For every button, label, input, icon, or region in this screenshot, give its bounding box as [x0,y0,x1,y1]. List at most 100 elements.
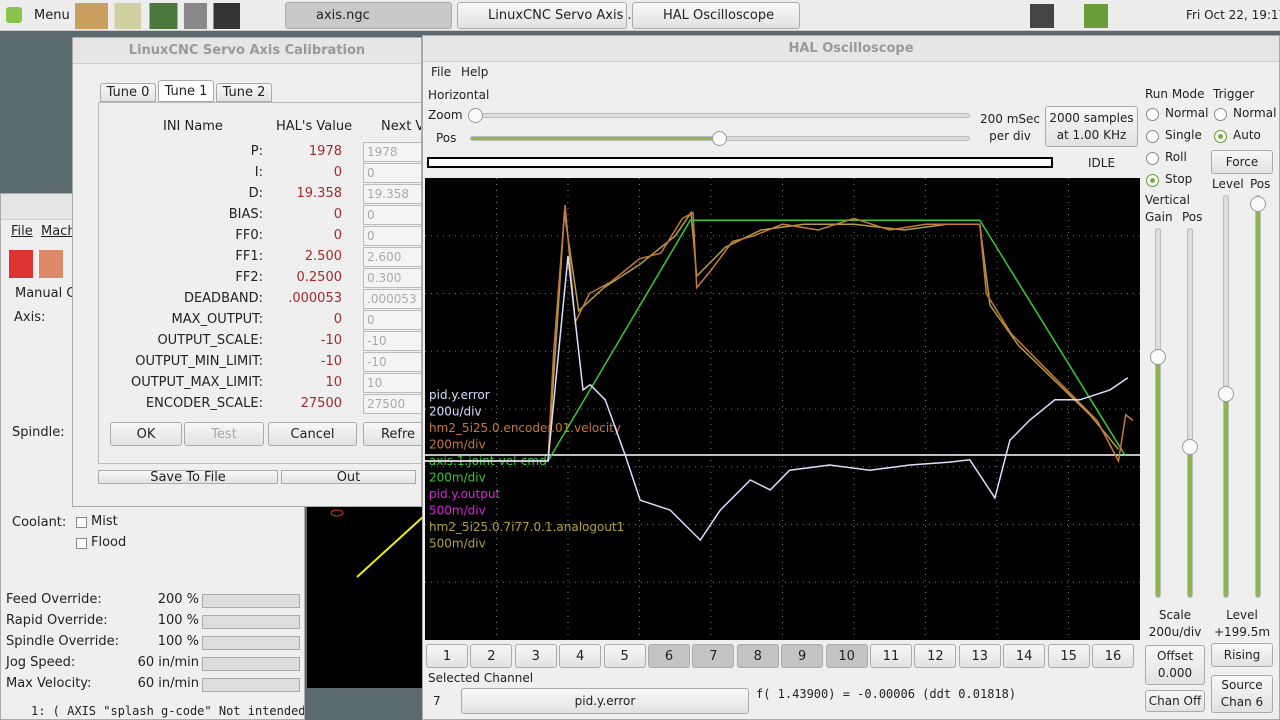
chan-off-button[interactable]: Chan Off [1145,690,1205,712]
v-knob[interactable] [1250,196,1266,212]
run-mode-option[interactable]: Stop [1165,172,1193,186]
override-slider[interactable] [202,657,300,671]
dialog-button[interactable]: Cancel [268,422,357,446]
next-value[interactable]: -10 [363,352,421,372]
channel-button[interactable]: 3 [514,644,557,668]
menu-item[interactable]: File [11,224,33,239]
selected-name[interactable]: pid.y.error [461,688,749,714]
next-value[interactable]: 0 [363,226,421,246]
tab[interactable]: Tune 1 [158,80,214,102]
channel-button[interactable]: 7 [692,644,735,668]
radio[interactable] [1214,130,1227,143]
tab[interactable]: Tune 2 [216,83,272,102]
next-value[interactable]: 2.600 [363,247,421,267]
channel-button[interactable]: 6 [648,644,690,668]
v-knob[interactable] [1182,439,1198,455]
hal-value: 27500 [300,396,342,411]
task-button[interactable]: axis.ngc [285,2,452,29]
next-value[interactable]: 0 [363,163,421,183]
tab[interactable]: Tune 0 [100,83,156,102]
channel-button[interactable]: 13 [958,644,1001,668]
pos-label: Pos [436,131,457,145]
next-value[interactable]: 1978 [363,142,421,162]
zoom-slider[interactable] [470,113,970,118]
override-slider[interactable] [202,615,300,629]
channel-button[interactable]: 8 [736,644,779,668]
next-value[interactable]: 19.358 [363,184,421,204]
run-mode-option[interactable]: Normal [1165,106,1209,120]
next-value[interactable]: 0 [363,310,421,330]
override-slider[interactable] [202,636,300,650]
footer-button[interactable]: Out [281,470,416,485]
coolant-option[interactable]: Mist [91,514,118,529]
task-button[interactable]: LinuxCNC Servo Axis ... [457,2,640,29]
edge-button[interactable]: Rising [1211,643,1273,667]
override-label: Max Velocity: [6,676,92,691]
channel-button[interactable]: 9 [781,644,824,668]
source-button[interactable]: Source Chan 6 [1211,675,1273,713]
radio[interactable] [1214,108,1227,121]
override-slider[interactable] [202,678,300,692]
radio[interactable] [1146,130,1159,143]
samples-button[interactable]: 2000 samples at 1.00 KHz [1045,106,1138,147]
channel-button[interactable]: 12 [914,644,957,668]
menu-button[interactable]: Menu [34,8,70,23]
next-value[interactable]: 27500 [363,394,421,414]
launcher-icons [75,3,240,29]
pos-knob[interactable] [712,131,727,146]
v-knob[interactable] [1150,349,1166,365]
channel-button[interactable]: 10 [825,644,868,668]
param-name: P: [250,144,263,159]
record-bar [427,157,1053,168]
next-value[interactable]: .000053 [363,289,421,309]
trigger-pos-label: Pos [1250,177,1271,191]
radio[interactable] [1146,152,1159,165]
trigger-option[interactable]: Normal [1233,106,1277,120]
menu-item[interactable]: Help [461,65,489,79]
checkbox[interactable] [76,538,87,549]
trigger-option[interactable]: Auto [1233,128,1261,142]
radio[interactable] [1146,108,1159,121]
next-value[interactable]: 10 [363,373,421,393]
radio[interactable] [1146,174,1159,187]
coolant-label: Coolant: [12,515,67,530]
channel-scale: 200u/div [429,405,482,419]
dialog-button[interactable]: Refre [363,422,421,446]
v-slider[interactable] [1187,228,1193,598]
channel-button[interactable]: 16 [1092,644,1134,668]
channel-button[interactable]: 14 [1003,644,1046,668]
next-value[interactable]: 0 [363,205,421,225]
channel-button[interactable]: 4 [559,644,602,668]
offset-button[interactable]: Offset 0.000 [1145,645,1205,685]
menu-item[interactable]: File [431,65,452,79]
trigger-label: Trigger [1213,87,1255,101]
run-mode-option[interactable]: Roll [1165,150,1187,164]
channel-button[interactable]: 2 [470,644,513,668]
v-knob[interactable] [1218,386,1234,402]
channel-button[interactable]: 1 [426,644,468,668]
channel-button[interactable]: 5 [603,644,646,668]
checkbox[interactable] [76,517,87,528]
next-value[interactable]: -10 [363,331,421,351]
v-slider[interactable] [1255,195,1261,598]
param-name: ENCODER_SCALE: [145,396,263,411]
dialog-button[interactable]: OK [110,422,182,446]
coolant-option[interactable]: Flood [91,535,127,550]
task-button[interactable]: HAL Oscilloscope [632,2,800,29]
menu-item[interactable]: Mach [41,224,76,239]
channel-button[interactable]: 11 [870,644,912,668]
footer-button[interactable]: Save To File [98,470,278,485]
run-mode-option[interactable]: Single [1165,128,1202,142]
param-name: MAX_OUTPUT: [171,312,263,327]
zoom-label: Zoom [428,108,463,122]
next-value[interactable]: 0.300 [363,268,421,288]
zoom-knob[interactable] [468,108,483,123]
tab[interactable]: Manual Co [15,286,84,301]
force-button[interactable]: Force [1211,150,1273,174]
channel-button[interactable]: 15 [1047,644,1090,668]
channel-scale: 200m/div [429,438,486,452]
dialog-button[interactable]: Test [184,422,264,446]
override-slider[interactable] [202,594,300,608]
hal-value: 0.2500 [296,270,343,285]
v-slider[interactable] [1155,228,1161,598]
